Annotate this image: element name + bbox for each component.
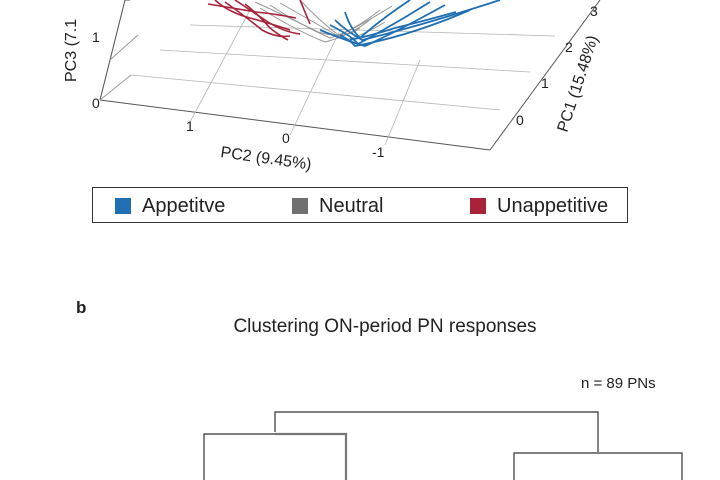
appetitive-trajectory — [334, 0, 501, 41]
panel-b-title: Clustering ON-period PN responses — [233, 316, 537, 337]
floor-gridline — [189, 9, 251, 123]
floor-gridline — [159, 49, 531, 73]
legend-item-appetitive: Appetitve — [115, 195, 225, 217]
floor-gridline — [289, 29, 341, 136]
n-pns-label: n = 89 PNs — [581, 375, 656, 392]
legend-item-unappetitive: Unappetitive — [470, 195, 608, 217]
floor-gridline — [130, 74, 501, 111]
pc3-tick-label: 1 — [92, 29, 100, 45]
legend-swatch-neutral — [292, 198, 308, 214]
floor-gridline — [384, 59, 421, 146]
legend-swatch-appetitive — [115, 198, 131, 214]
pc2-ticks: 1 0 -1 — [186, 118, 385, 160]
floor-right-edge — [489, 0, 601, 151]
legend: Appetitve Neutral Unappetitive — [92, 187, 628, 223]
wall-grid-0 — [99, 74, 132, 101]
floor-grid — [130, 9, 556, 146]
appetitive-trajectory — [329, 1, 431, 46]
unappetitive-trajectory — [234, 0, 301, 35]
neutral-trajectory — [279, 2, 393, 37]
dendrogram-left-link — [203, 433, 346, 480]
pc3-axis-label: PC3 (7.1 — [63, 19, 80, 82]
pc2-tick-label: 1 — [186, 118, 194, 134]
unappetitive-trajectory — [224, 1, 291, 38]
trajectories-appetitive — [319, 0, 501, 47]
dendrogram-left-link-gray — [275, 432, 348, 480]
unappetitive-trajectory — [299, 0, 311, 25]
pc3-axis-line — [99, 0, 126, 101]
dendrogram — [203, 411, 683, 480]
pc1-tick-label: 2 — [565, 39, 573, 55]
pc1-tick-label: 0 — [516, 112, 524, 128]
legend-label-unappetitive: Unappetitive — [497, 195, 609, 217]
dendrogram-root-link — [274, 411, 599, 452]
pc3-tick-label: 0 — [92, 95, 100, 111]
appetitive-trajectory — [339, 9, 471, 47]
unappetitive-trajectory — [207, 3, 297, 19]
wall-grid-1 — [109, 34, 139, 61]
trajectories-unappetitive — [207, 0, 311, 41]
legend-label-neutral: Neutral — [319, 195, 384, 217]
pc3-ticks: 0 1 — [92, 29, 100, 111]
pc2-tick-label: 0 — [282, 130, 290, 146]
pc1-axis-label: PC1 (15.48%) — [555, 33, 602, 134]
pc2-tick-label: -1 — [372, 144, 385, 160]
legend-swatch-unappetitive — [470, 198, 486, 214]
pc1-ticks: 0 1 2 3 — [516, 3, 598, 128]
neutral-trajectory — [259, 7, 373, 43]
pc2-axis-label: PC2 (9.45%) — [219, 144, 312, 174]
appetitive-trajectory — [349, 11, 457, 41]
unappetitive-trajectory — [244, 3, 289, 41]
panel-b-letter: b — [76, 298, 87, 317]
floor-gridline — [189, 24, 556, 37]
pc1-tick-label: 3 — [590, 3, 598, 19]
appetitive-trajectory — [319, 4, 446, 47]
pc1-tick-label: 1 — [541, 75, 549, 91]
dendrogram-right-link — [513, 452, 683, 480]
neutral-trajectory — [254, 1, 361, 36]
legend-item-neutral: Neutral — [292, 195, 383, 217]
legend-label-appetitive: Appetitve — [142, 195, 226, 217]
